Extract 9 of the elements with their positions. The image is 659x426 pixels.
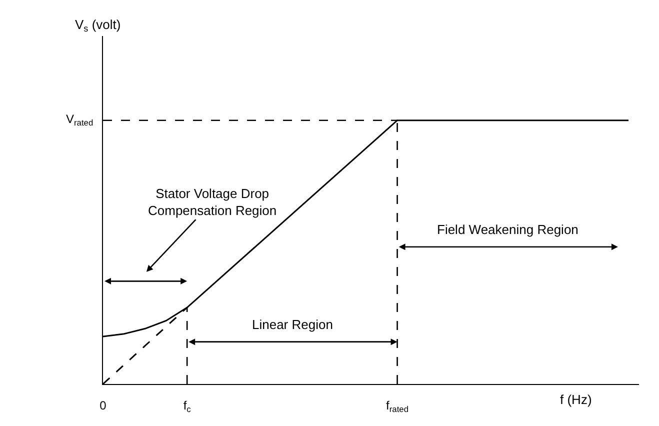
x-tick-label: f$_{c}$	[183, 398, 191, 414]
annotation: Linear Region	[252, 317, 333, 332]
x-axis-title: f (Hz)	[560, 392, 592, 407]
annotation: Stator Voltage Drop Compensation Region	[148, 186, 277, 218]
x-tick-label: f$_{rated}$	[386, 398, 409, 414]
ref-line-label: V$_{rated}$	[66, 112, 94, 128]
x-tick-label: 0	[100, 398, 107, 412]
annotation: Field Weakening Region	[437, 222, 578, 237]
text: V$_{s}$ (volt)	[75, 17, 121, 34]
